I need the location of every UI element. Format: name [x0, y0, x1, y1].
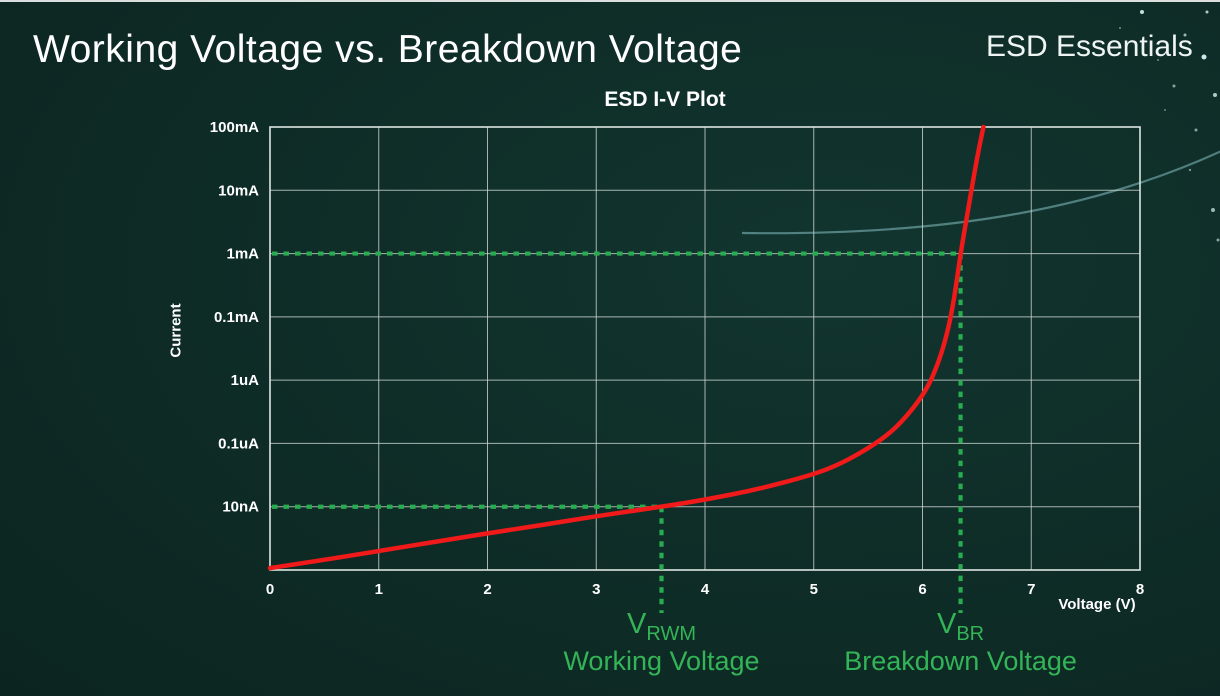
curve-layer: [267, 124, 986, 571]
y-tick-label: 0.1mA: [214, 309, 259, 326]
x-tick-label: 7: [1027, 581, 1035, 598]
iv-curve: [267, 124, 986, 571]
vbr-symbol: V: [936, 608, 957, 640]
y-tick-label: 10mA: [218, 182, 259, 199]
brand-logo-text: ESD Essentials: [986, 30, 1193, 63]
vbr-label: VBR: [937, 608, 984, 646]
chart-title: ESD I-V Plot: [604, 88, 726, 111]
top-edge-line: [0, 0, 1220, 2]
starfield-decoration: [1119, 10, 1220, 242]
vrwm-caption: Working Voltage: [563, 646, 760, 676]
vrwm-label: VRWM: [627, 608, 696, 646]
x-axis-label: Voltage (V): [1058, 596, 1136, 613]
plot-border: [269, 126, 1141, 571]
x-tick-label: 4: [701, 581, 710, 598]
y-tick-label: 1mA: [226, 246, 259, 263]
annotation-dotted-lines: [272, 251, 963, 613]
background-decoration: [741, 10, 1220, 242]
y-tick-label: 1uA: [231, 372, 260, 389]
y-tick-label: 0.1uA: [218, 435, 259, 452]
vbr-subscript: BR: [956, 622, 985, 645]
x-tick-label: 2: [483, 581, 491, 598]
y-axis-label: Current: [167, 303, 185, 358]
x-tick-label: 8: [1136, 581, 1144, 598]
background-arc-decoration: [741, 150, 1220, 235]
tick-labels-layer: 0 1 2 3 4 5 6 7 8 100mA 10mA 1mA 0.1mA 1uA 0.1uA 10nA: [210, 119, 1144, 598]
x-tick-label: 5: [810, 581, 818, 598]
vrwm-symbol: V: [627, 608, 647, 640]
vrwm-subscript: RWM: [646, 622, 696, 645]
x-tick-label: 1: [375, 581, 383, 598]
x-tick-label: 0: [266, 581, 274, 598]
slide-title: Working Voltage vs. Breakdown Voltage: [33, 28, 743, 71]
grid-layer: [269, 126, 1141, 571]
y-tick-label: 10nA: [222, 499, 259, 516]
y-tick-label: 100mA: [210, 119, 259, 136]
vbr-caption: Breakdown Voltage: [844, 646, 1077, 676]
x-tick-label: 3: [592, 581, 600, 598]
x-tick-label: 6: [918, 581, 926, 598]
